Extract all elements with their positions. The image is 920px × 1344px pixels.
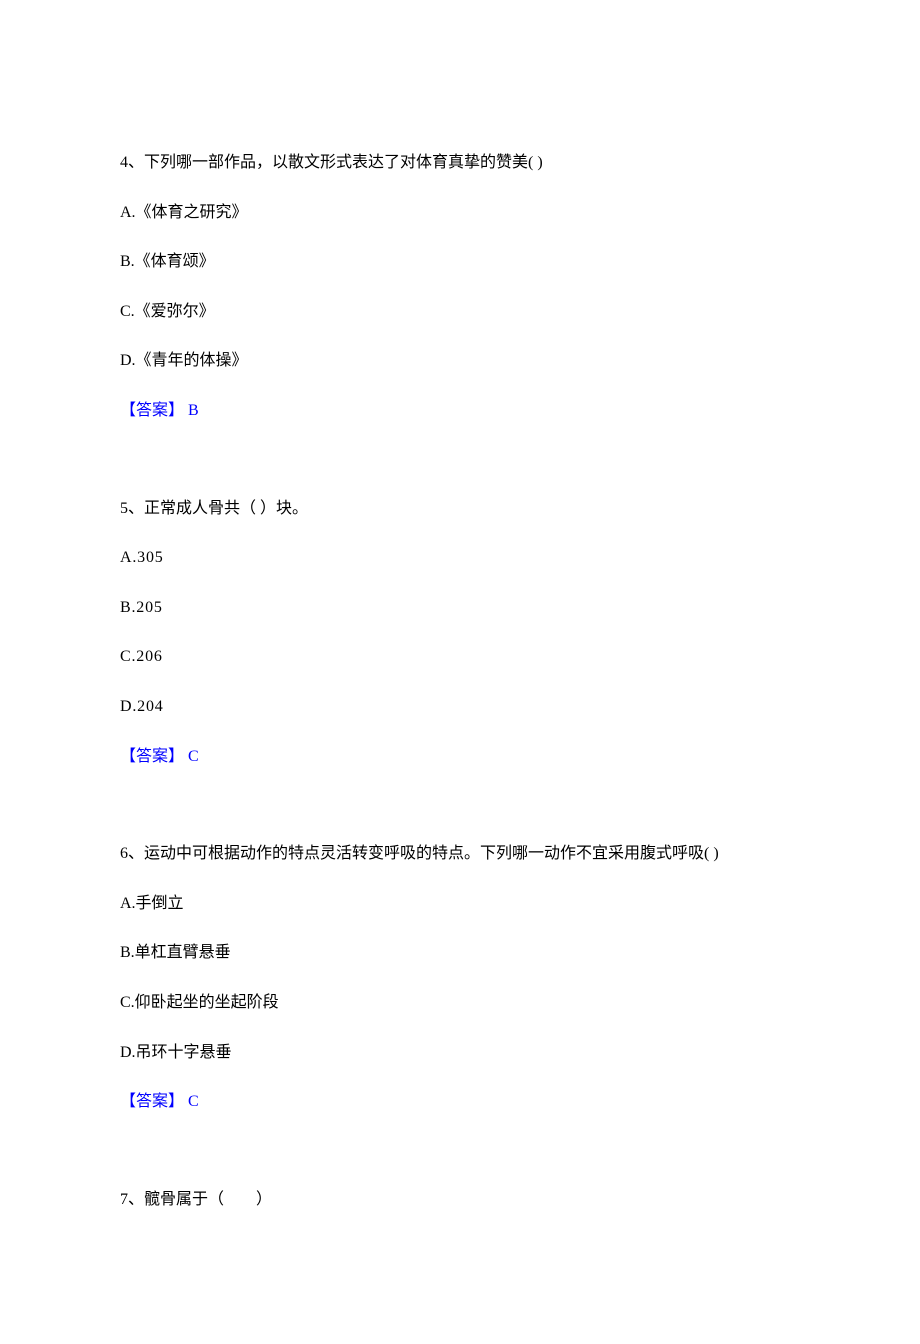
option-b: B.单杠直臂悬垂 — [120, 940, 800, 966]
option-a: A.《体育之研究》 — [120, 200, 800, 226]
document-page: 4、下列哪一部作品，以散文形式表达了对体育真挚的赞美( ) A.《体育之研究》 … — [0, 0, 920, 1344]
option-d: D.204 — [120, 694, 800, 720]
option-c: C.《爱弥尔》 — [120, 299, 800, 325]
answer-line: 【答案】 C — [120, 1089, 800, 1115]
option-b: B.《体育颂》 — [120, 249, 800, 275]
question-block-6: 6、运动中可根据动作的特点灵活转变呼吸的特点。下列哪一动作不宜采用腹式呼吸( )… — [120, 841, 800, 1115]
option-b: B.205 — [120, 595, 800, 621]
question-stem: 6、运动中可根据动作的特点灵活转变呼吸的特点。下列哪一动作不宜采用腹式呼吸( ) — [120, 841, 800, 867]
answer-value: C — [188, 1093, 199, 1110]
answer-label: 【答案】 — [120, 402, 188, 419]
answer-label: 【答案】 — [120, 1093, 188, 1110]
option-d: D.《青年的体操》 — [120, 348, 800, 374]
option-a: A.305 — [120, 545, 800, 571]
question-stem: 4、下列哪一部作品，以散文形式表达了对体育真挚的赞美( ) — [120, 150, 800, 176]
answer-value: B — [188, 402, 199, 419]
option-c: C.仰卧起坐的坐起阶段 — [120, 990, 800, 1016]
answer-line: 【答案】 B — [120, 398, 800, 424]
question-block-7: 7、髋骨属于（ ） — [120, 1187, 800, 1213]
question-block-4: 4、下列哪一部作品，以散文形式表达了对体育真挚的赞美( ) A.《体育之研究》 … — [120, 150, 800, 424]
answer-line: 【答案】 C — [120, 744, 800, 770]
question-stem: 5、正常成人骨共（ ）块。 — [120, 496, 800, 522]
question-block-5: 5、正常成人骨共（ ）块。 A.305 B.205 C.206 D.204 【答… — [120, 496, 800, 770]
answer-value: C — [188, 748, 199, 765]
option-c: C.206 — [120, 644, 800, 670]
answer-label: 【答案】 — [120, 748, 188, 765]
option-a: A.手倒立 — [120, 891, 800, 917]
option-d: D.吊环十字悬垂 — [120, 1040, 800, 1066]
question-stem: 7、髋骨属于（ ） — [120, 1187, 800, 1213]
